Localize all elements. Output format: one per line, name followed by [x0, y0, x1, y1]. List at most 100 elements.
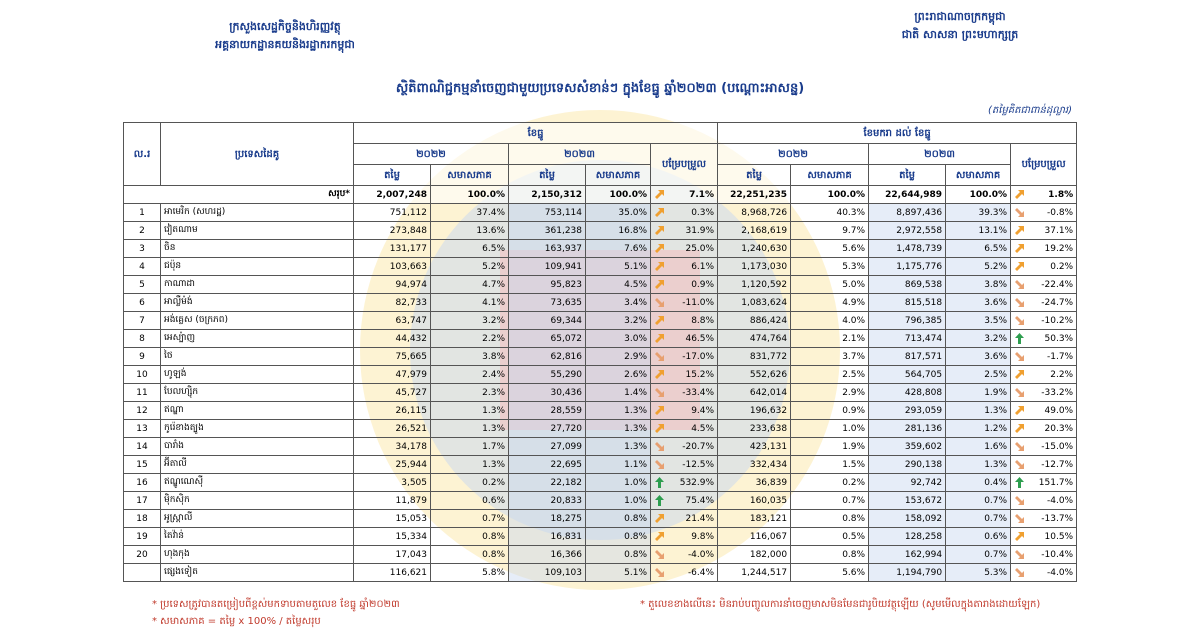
table-cell: 151.7%	[1010, 473, 1078, 492]
cell-text: 2.5%	[842, 369, 866, 380]
table-cell: 28,559	[508, 401, 586, 420]
table-row: 10 ហូឡង់ 47,979 2.4% 55,290 2.6% 15.2% 552,626 2…	[123, 365, 1078, 384]
trend-icon	[1015, 244, 1025, 253]
cell-text: 94,974	[395, 279, 428, 290]
table-cell: 0.2%	[430, 473, 509, 492]
table-cell: 1.6%	[945, 437, 1012, 456]
cell-text: 2,007,248	[376, 189, 427, 200]
cell-text: 0.4%	[984, 477, 1008, 488]
table-cell: 0.3%	[649, 203, 719, 222]
trend-icon	[1015, 190, 1025, 199]
cell-text: 753,114	[544, 207, 582, 218]
table-cell: -6.4%	[649, 563, 719, 582]
table-cell: 16.8%	[585, 221, 651, 240]
cell-text: 0.8%	[842, 513, 866, 524]
cell-text: 13	[136, 423, 148, 434]
table-cell: 22,644,989	[868, 185, 947, 204]
table-cell: 2.6%	[585, 365, 651, 384]
cell-text: 3.4%	[624, 297, 647, 308]
table-row: សរុប* 2,007,248 100.0% 2,150,312 100.0% 7.1% 2…	[123, 185, 1078, 204]
cell-text: 100.0%	[969, 189, 1008, 200]
trend-icon	[655, 262, 664, 271]
table-cell: 162,994	[868, 545, 947, 564]
table-cell: 817,571	[868, 347, 947, 366]
table-cell: 25,944	[353, 455, 431, 474]
cell-text: 3	[139, 243, 145, 254]
cell-text: កាណាដា	[164, 279, 195, 289]
cell-text: 1,083,624	[741, 297, 788, 308]
table-cell: 16,366	[508, 545, 586, 564]
trend-icon	[1015, 550, 1025, 559]
table-cell: អេស្ប៉ាញ	[160, 329, 354, 348]
table-cell: -1.7%	[1010, 347, 1078, 366]
table-cell: 50.3%	[1010, 329, 1078, 348]
cell-text: 1.2%	[984, 423, 1008, 434]
table-cell: ឥណ្ឌា	[160, 401, 354, 420]
table-cell: -4.0%	[1010, 491, 1078, 510]
cell-text: 869,538	[904, 279, 943, 290]
cell-text: 7.6%	[624, 243, 647, 254]
trend-icon	[1015, 208, 1025, 217]
table-cell: 92,742	[868, 473, 947, 492]
table-cell: 7.1%	[649, 185, 719, 204]
cell-text: ជប៉ុន	[164, 261, 182, 271]
cell-text: 34,178	[395, 441, 428, 452]
cell-text: 2,972,558	[896, 225, 943, 236]
cell-text: 36,839	[755, 477, 788, 488]
table-cell: 2.4%	[430, 365, 509, 384]
cell-text: 22,695	[550, 459, 583, 470]
cell-text: 3.8%	[984, 279, 1008, 290]
data-table: ល.រ ប្រទេសដៃគូ ខែធ្នូ ខែមករា ដល់ ខែធ្នូ ២០២…	[123, 122, 1078, 582]
cell-text: 1,240,630	[741, 243, 788, 254]
cell-text: 100.0%	[827, 189, 866, 200]
table-cell: 13.6%	[430, 221, 509, 240]
table-cell: 6.5%	[945, 239, 1012, 258]
table-cell: 2,972,558	[868, 221, 947, 240]
table-cell: 4.9%	[790, 293, 870, 312]
table-cell: វៀតណាម	[160, 221, 354, 240]
cell-text: 162,994	[904, 549, 943, 560]
table-cell: 2.5%	[945, 365, 1012, 384]
cell-text: 45,727	[395, 387, 428, 398]
cell-text: 44,432	[395, 333, 428, 344]
table-cell: ជប៉ុន	[160, 257, 354, 276]
cell-text: 22,644,989	[885, 189, 943, 200]
table-cell: បែលហ្ស៊ិក	[160, 383, 354, 402]
table-cell: 281,136	[868, 419, 947, 438]
cell-text: 0.8%	[624, 513, 647, 524]
trend-icon	[655, 568, 664, 577]
cell-text: 796,385	[904, 315, 943, 326]
table-cell: 160,035	[717, 491, 792, 510]
cell-text: 17	[136, 495, 148, 506]
cell-text: 4.9%	[842, 297, 866, 308]
cell-text: 3.0%	[624, 333, 647, 344]
trend-icon	[655, 550, 664, 559]
cell-text: 1,175,776	[896, 261, 943, 272]
table-cell: 8,968,726	[717, 203, 792, 222]
table-cell: 1.0%	[585, 491, 651, 510]
table-cell: 0.8%	[585, 527, 651, 546]
cell-text: បារាំង	[164, 441, 184, 451]
cell-text: អេស្ប៉ាញ	[164, 333, 196, 343]
cell-text: 9	[139, 351, 145, 362]
table-cell: 1,120,592	[717, 275, 792, 294]
cell-text: -17.0%	[682, 351, 715, 362]
table-cell: 128,258	[868, 527, 947, 546]
table-cell: 47,979	[353, 365, 431, 384]
table-cell: កូរ៉េខាងត្បូង	[160, 419, 354, 438]
table-cell: -11.0%	[649, 293, 719, 312]
table-cell: 4.1%	[430, 293, 509, 312]
cell-text: 886,424	[749, 315, 788, 326]
cell-text: 5.6%	[842, 567, 866, 578]
trend-icon	[1015, 568, 1025, 577]
table-cell: 1,175,776	[868, 257, 947, 276]
table-cell: 293,059	[868, 401, 947, 420]
trend-icon	[1015, 370, 1025, 379]
table-cell: 1.3%	[585, 437, 651, 456]
cell-text: 10	[136, 369, 148, 380]
trend-icon	[655, 244, 664, 253]
cell-text: 0.9%	[842, 405, 866, 416]
table-row: 11 បែលហ្ស៊ិក 45,727 2.3% 30,436 1.4% -33.4% 642…	[123, 383, 1078, 402]
table-cell: 564,705	[868, 365, 947, 384]
table-cell: 0.7%	[430, 509, 509, 528]
